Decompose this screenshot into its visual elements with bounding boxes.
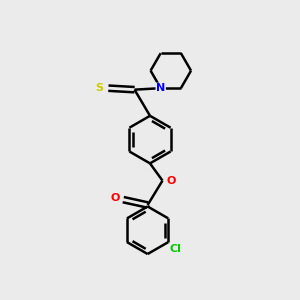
Text: N: N	[156, 83, 165, 93]
Text: O: O	[166, 176, 176, 186]
Text: O: O	[111, 193, 120, 203]
Text: Cl: Cl	[170, 244, 182, 254]
Text: S: S	[95, 83, 103, 93]
